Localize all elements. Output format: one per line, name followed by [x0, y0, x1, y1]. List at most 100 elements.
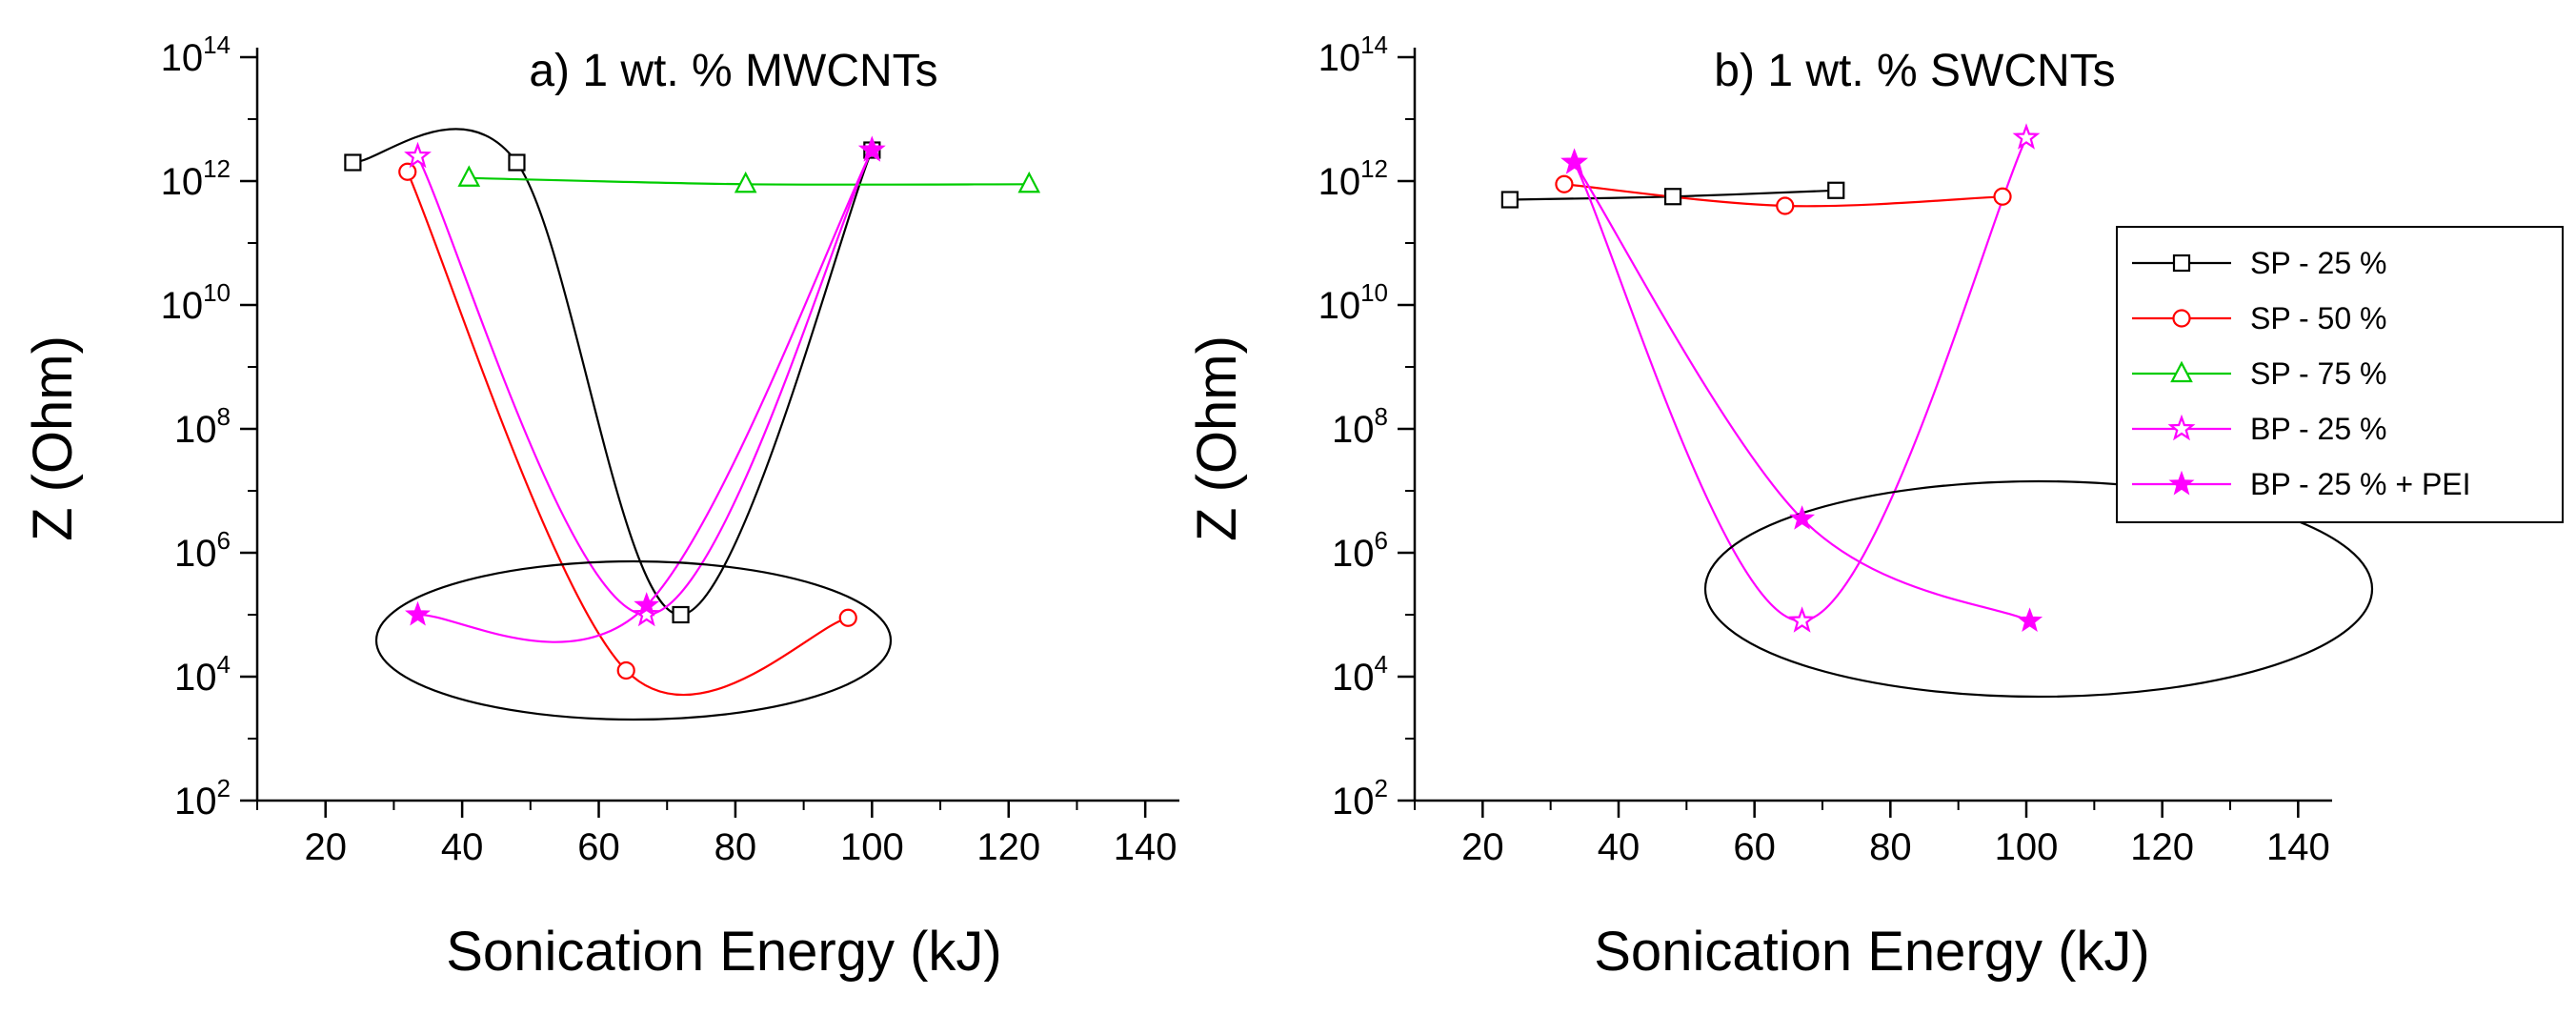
data-point	[344, 153, 362, 172]
y-tick-exponent: 14	[1360, 30, 1388, 59]
data-point	[672, 605, 690, 624]
y-tick-base: 10	[174, 533, 217, 575]
x-tick-label: 140	[1114, 826, 1177, 868]
data-point	[1555, 174, 1574, 193]
y-tick-exponent: 8	[1375, 402, 1388, 431]
annotation-ellipse	[374, 559, 893, 721]
y-tick-label: 106	[174, 526, 231, 575]
y-tick-exponent: 4	[1375, 650, 1388, 679]
legend-label: SP - 25 %	[2250, 246, 2386, 280]
y-tick-exponent: 4	[217, 650, 231, 679]
y-tick-label: 108	[174, 402, 231, 451]
legend-marker	[2172, 254, 2191, 273]
data-point	[1788, 606, 1817, 633]
data-point	[1776, 196, 1795, 215]
data-point	[858, 136, 885, 161]
x-tick-label: 20	[304, 826, 347, 868]
y-tick-base: 10	[174, 657, 217, 699]
y-tick-base: 10	[1318, 161, 1361, 203]
y-tick-label: 1012	[1318, 154, 1388, 203]
data-point	[2017, 607, 2043, 632]
legend-label: SP - 50 %	[2250, 301, 2386, 335]
x-tick-label: 80	[714, 826, 757, 868]
x-tick-label: 60	[577, 826, 620, 868]
series-line-sp-50-	[406, 171, 849, 697]
y-tick-label: 104	[1332, 650, 1388, 699]
y-tick-base: 10	[1318, 37, 1361, 79]
y-tick-label: 102	[174, 774, 231, 822]
data-point	[1500, 191, 1519, 209]
y-tick-exponent: 2	[217, 774, 231, 802]
data-point	[457, 165, 481, 187]
legend-label: SP - 75 %	[2250, 356, 2386, 391]
x-axis-label: Sonication Energy (kJ)	[1594, 921, 2149, 983]
y-tick-exponent: 12	[1360, 154, 1388, 183]
y-tick-label: 106	[1332, 526, 1388, 575]
legend-marker	[2167, 414, 2196, 441]
y-tick-exponent: 12	[203, 154, 231, 183]
y-tick-label: 1012	[161, 154, 231, 203]
x-tick-label: 80	[1869, 826, 1912, 868]
y-tick-exponent: 14	[203, 30, 231, 59]
x-tick-label: 60	[1733, 826, 1776, 868]
x-tick-label: 140	[2266, 826, 2330, 868]
legend: SP - 25 % SP - 50 % SP - 75 % BP - 25 % BP -…	[2116, 226, 2564, 523]
chart-title: a) 1 wt. % MWCNTs	[529, 46, 937, 96]
data-point	[2012, 123, 2041, 150]
data-point	[508, 153, 526, 172]
y-tick-exponent: 6	[217, 526, 231, 555]
data-point	[1789, 505, 1816, 530]
y-tick-label: 104	[174, 650, 231, 699]
y-tick-exponent: 6	[1375, 526, 1388, 555]
y-tick-base: 10	[1332, 409, 1375, 451]
data-point	[404, 141, 432, 169]
legend-label: BP - 25 %	[2250, 412, 2386, 446]
legend-marker	[2168, 470, 2195, 496]
x-tick-label: 40	[1598, 826, 1640, 868]
legend-label: BP - 25 % + PEI	[2250, 467, 2471, 501]
x-tick-label: 100	[1995, 826, 2059, 868]
data-point	[838, 608, 857, 627]
y-tick-label: 1014	[1318, 30, 1388, 79]
series-line-bp-25-	[1573, 137, 2027, 622]
y-tick-base: 10	[1318, 285, 1361, 327]
panel-b: 20 40 60 80 100 120 14010210410610810101012101…	[1186, 30, 2374, 983]
legend-marker	[2170, 360, 2193, 383]
y-tick-label: 102	[1332, 774, 1388, 822]
data-point	[1017, 171, 1041, 193]
y-tick-base: 10	[161, 161, 204, 203]
y-tick-base: 10	[174, 409, 217, 451]
series-line-sp-25-	[352, 128, 874, 617]
y-tick-exponent: 2	[1375, 774, 1388, 802]
y-axis-label: Z (Ohm)	[1186, 335, 1248, 541]
y-axis-label: Z (Ohm)	[22, 335, 84, 541]
series-line-bp-25-pei	[417, 150, 874, 643]
annotation-ellipse	[1703, 479, 2374, 699]
legend-marker	[2172, 309, 2191, 328]
y-tick-label: 1014	[161, 30, 231, 79]
data-point	[1827, 181, 1845, 199]
y-tick-exponent: 10	[1360, 278, 1388, 307]
data-point	[634, 592, 660, 617]
x-tick-label: 120	[976, 826, 1040, 868]
data-point	[405, 600, 431, 626]
x-axis-label: Sonication Energy (kJ)	[446, 921, 1001, 983]
data-point	[734, 171, 757, 193]
series-line-bp-25-pei	[1573, 161, 2031, 622]
y-tick-exponent: 10	[203, 278, 231, 307]
y-tick-label: 1010	[161, 278, 231, 327]
data-point	[616, 660, 635, 680]
data-point	[633, 599, 661, 627]
data-point	[1993, 187, 2012, 206]
x-tick-label: 40	[441, 826, 484, 868]
data-point	[1663, 188, 1682, 206]
y-tick-base: 10	[161, 285, 204, 327]
y-tick-base: 10	[1332, 781, 1375, 822]
y-tick-label: 108	[1332, 402, 1388, 451]
y-tick-base: 10	[161, 37, 204, 79]
x-tick-label: 20	[1461, 826, 1504, 868]
y-tick-base: 10	[1332, 657, 1375, 699]
panel-a: 20 40 60 80 100 120 14010210410610810101012101…	[22, 30, 1179, 983]
y-tick-base: 10	[1332, 533, 1375, 575]
